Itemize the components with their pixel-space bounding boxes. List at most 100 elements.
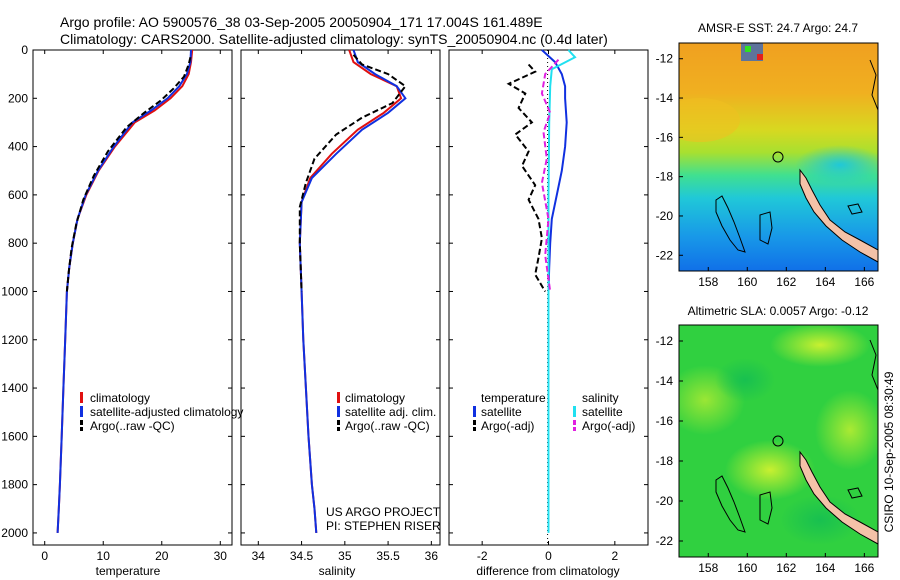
diff-series-salinity-argo-adj- — [540, 59, 560, 292]
sla-lat-label: -20 — [656, 494, 674, 508]
diff-series-salinity-satellite — [547, 49, 577, 533]
sla-coast-vanuatu — [869, 339, 878, 391]
sal-xtick-label: 34 — [252, 549, 266, 563]
sla-lat-label: -12 — [656, 334, 674, 348]
legend-climatology: climatology — [345, 391, 405, 405]
diff-xtick-label: 2 — [611, 549, 618, 563]
legend-swatch-argo-b — [80, 427, 83, 431]
sal-xtick-label: 34.5 — [290, 549, 314, 563]
sla-lon-label: 158 — [698, 561, 718, 575]
legend-argo: Argo(..raw -QC) — [345, 419, 430, 433]
sla-lon-label: 162 — [776, 561, 796, 575]
legend-swatch-sal-satellite — [573, 406, 576, 417]
sst-argo-location-marker — [772, 151, 784, 163]
sla-low-patch-b — [780, 495, 860, 545]
sal-series-satellite-adj-clim- — [298, 49, 407, 533]
sla-coast-islands — [759, 491, 773, 525]
sla-low-patch-a — [715, 358, 775, 402]
sla-lat-label: -16 — [656, 414, 674, 428]
sla-lat-label: -22 — [656, 534, 674, 548]
sst-coast-espiritu-santo — [715, 195, 746, 253]
sst-lat-label: -16 — [656, 130, 674, 144]
header-line-1: Argo profile: AO 5900576_38 03-Sep-2005 … — [60, 14, 543, 30]
depth-ytick-label: 400 — [8, 140, 28, 154]
depth-ytick-label: 0 — [21, 43, 28, 57]
sal-xtick-label: 35.5 — [376, 549, 400, 563]
legend-swatch-temp-argo — [473, 420, 476, 425]
diff-xtick-label: 0 — [545, 549, 552, 563]
depth-ytick-label: 1600 — [1, 429, 28, 443]
pi-credit: PI: STEPHEN RISER — [326, 519, 441, 533]
legend-swatch-sal-argo-b — [573, 427, 576, 431]
sla-map-panel: 158 160 162 164 166 -12 -14 -16 -18 -20 -22 — [656, 324, 879, 575]
diff-series-temperature-argo-adj- — [506, 63, 547, 293]
sst-lat-label: -18 — [656, 170, 674, 184]
salinity-xlabel: salinity — [319, 564, 356, 578]
depth-ytick-label: 1200 — [1, 333, 28, 347]
sal-series-argo-raw-qc- — [298, 54, 407, 292]
sal-xtick-label: 35 — [338, 549, 352, 563]
sst-pixel-a — [745, 46, 751, 52]
salinity-profile-panel: 34 34.5 35 35.5 36 — [240, 49, 441, 563]
sst-lat-label: -14 — [656, 91, 674, 105]
legend-swatch-satellite — [80, 406, 83, 417]
sla-lon-label: 166 — [854, 561, 874, 575]
temperature-profile-panel: 0 10 20 30 0 200 400 600 800 1000 1200 1400 1600 1800… — [1, 43, 233, 563]
legend-swatch-sal-argo — [573, 420, 576, 425]
depth-ytick-label: 1000 — [1, 284, 28, 298]
legend-swatch-climatology — [80, 392, 83, 403]
legend-swatch-satellite — [337, 406, 340, 417]
temp-xtick-label: 0 — [41, 549, 48, 563]
sla-coast-espiritu-santo — [715, 475, 746, 533]
sst-map-panel: 158 160 162 164 166 -12 -14 -16 -18 -20 -22 — [656, 42, 879, 289]
sla-map-title: Altimetric SLA: 0.0057 Argo: -0.12 — [688, 304, 869, 318]
difference-profile-panel: -2 0 2 — [448, 49, 649, 563]
sal-xtick-label: 36 — [425, 549, 439, 563]
legend-swatch-argo — [337, 420, 340, 425]
depth-ytick-label: 2000 — [1, 526, 28, 540]
sst-coast-islands — [759, 211, 773, 245]
legend-argo: Argo(..raw -QC) — [90, 419, 175, 433]
legend-sal-satellite: satellite — [582, 405, 623, 419]
temperature-legend: climatology satellite-adjusted climatolo… — [80, 391, 243, 433]
temp-xtick-label: 30 — [214, 549, 228, 563]
sla-lat-label: -18 — [656, 454, 674, 468]
temp-series-argo-raw-qc- — [65, 56, 192, 292]
legend-swatch-temp-satellite — [473, 406, 476, 417]
header-line-2: Climatology: CARS2000. Satellite-adjuste… — [60, 31, 608, 47]
sst-warm-patch — [679, 98, 740, 142]
legend-temperature-heading: temperature — [481, 391, 546, 405]
sst-lon-label: 160 — [737, 275, 757, 289]
sst-lon-label: 162 — [776, 275, 796, 289]
sst-lat-label: -22 — [656, 248, 674, 262]
temp-xtick-label: 10 — [97, 549, 111, 563]
depth-ytick-label: 600 — [8, 188, 28, 202]
legend-satellite-adjusted: satellite-adjusted climatology — [90, 405, 243, 419]
sst-lat-label: -12 — [656, 52, 674, 66]
sst-lon-label: 166 — [854, 275, 874, 289]
sst-coast-loyalty — [847, 203, 863, 215]
legend-swatch-argo-b — [337, 427, 340, 431]
difference-xlabel: difference from climatology — [476, 564, 619, 578]
temp-xtick-label: 20 — [155, 549, 169, 563]
sst-map-title: AMSR-E SST: 24.7 Argo: 24.7 — [698, 21, 858, 35]
sla-new-caledonia — [799, 450, 878, 545]
sla-map-frame — [678, 324, 879, 558]
legend-swatch-climatology — [337, 392, 340, 403]
depth-ytick-label: 1400 — [1, 381, 28, 395]
legend-climatology: climatology — [90, 391, 150, 405]
sst-cool-patch — [795, 145, 878, 185]
depth-ytick-label: 1800 — [1, 478, 28, 492]
depth-ytick-label: 800 — [8, 236, 28, 250]
sla-lon-label: 160 — [737, 561, 757, 575]
sst-pixel-b — [757, 54, 763, 60]
difference-legend: temperature satellite Argo(-adj) salinit… — [473, 391, 635, 433]
sla-lat-label: -14 — [656, 374, 674, 388]
salinity-legend: climatology satellite adj. clim. Argo(..… — [337, 391, 436, 433]
salinity-axes-box — [240, 49, 441, 546]
timestamp-stamp: CSIRO 10-Sep-2005 08:30:49 — [882, 371, 896, 532]
legend-salinity-heading: salinity — [582, 391, 619, 405]
temperature-xlabel: temperature — [96, 564, 161, 578]
sst-coast-vanuatu — [869, 59, 878, 111]
legend-satellite-adj: satellite adj. clim. — [345, 405, 436, 419]
